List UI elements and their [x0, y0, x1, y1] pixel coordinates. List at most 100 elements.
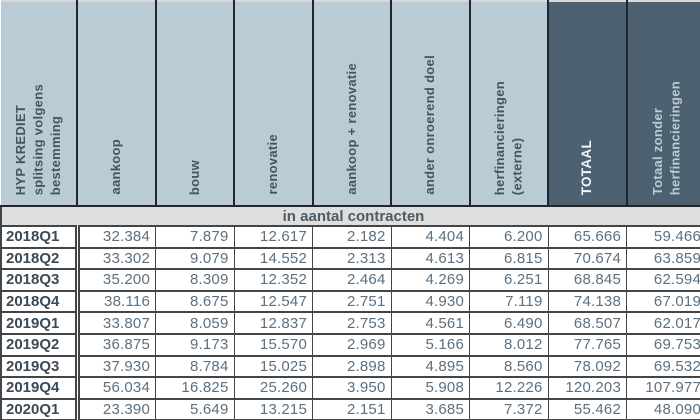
column-header-label: aankoop: [108, 139, 124, 195]
column-header-renovatie: renovatie: [233, 0, 314, 207]
header-row: HYP KREDIET splitsing volgens bestemming…: [1, 0, 700, 207]
value-cell: 16.825: [155, 376, 235, 400]
row-label: 2018Q1: [0, 225, 80, 249]
value-cell: 62.017: [626, 311, 700, 335]
value-cell: 68.845: [547, 268, 627, 292]
value-cell: 4.269: [390, 268, 470, 292]
table-row: 2019Q1 33.807 8.059 12.837 2.753 4.561 6…: [0, 311, 700, 335]
value-cell: 32.384: [76, 225, 156, 249]
value-cell: 78.092: [547, 354, 627, 379]
value-cell: 8.309: [155, 268, 235, 292]
column-header-label: bouw: [186, 159, 202, 195]
value-cell: 5.166: [390, 332, 470, 357]
column-header-label: TOTAAL: [579, 139, 595, 195]
value-cell: 23.390: [76, 397, 156, 420]
value-cell: 15.025: [233, 354, 313, 379]
column-header-totaal: TOTAAL: [547, 0, 628, 207]
row-label: 2020Q1: [0, 397, 80, 420]
row-label: 2019Q2: [0, 332, 80, 357]
value-cell: 65.666: [547, 225, 627, 249]
value-cell: 69.753: [626, 332, 700, 357]
corner-header: HYP KREDIET splitsing volgens bestemming: [1, 0, 78, 207]
column-header-aankoop: aankoop: [76, 0, 157, 207]
value-cell: 12.547: [233, 289, 313, 314]
value-cell: 63.859: [626, 246, 700, 271]
value-cell: 25.260: [233, 376, 313, 400]
table-row: 2020Q1 23.390 5.649 13.215 2.151 3.685 7…: [0, 397, 700, 420]
value-cell: 35.200: [76, 268, 156, 292]
value-cell: 12.617: [233, 225, 313, 249]
value-cell: 77.765: [547, 332, 627, 357]
value-cell: 62.594: [626, 268, 700, 292]
row-label: 2018Q2: [0, 246, 80, 271]
value-cell: 9.173: [155, 332, 235, 357]
corner-header-label: HYP KREDIET splitsing volgens bestemming: [13, 83, 64, 195]
value-cell: 2.753: [312, 311, 392, 335]
table-row: 2018Q1 32.384 7.879 12.617 2.182 4.404 6…: [0, 225, 700, 249]
value-cell: 55.462: [547, 397, 627, 420]
value-cell: 6.200: [469, 225, 549, 249]
value-cell: 9.079: [155, 246, 235, 271]
value-cell: 33.302: [76, 246, 156, 271]
value-cell: 107.977: [626, 376, 700, 400]
table-row: 2018Q3 35.200 8.309 12.352 2.464 4.269 6…: [0, 268, 700, 292]
value-cell: 2.313: [312, 246, 392, 271]
value-cell: 2.151: [312, 397, 392, 420]
value-cell: 15.570: [233, 332, 313, 357]
column-header-label: renovatie: [265, 134, 281, 195]
row-label: 2018Q3: [0, 268, 80, 292]
value-cell: 56.034: [76, 376, 156, 400]
value-cell: 5.908: [390, 376, 470, 400]
column-header-aankoop-renovatie: aankoop + renovatie: [311, 0, 392, 207]
value-cell: 2.898: [312, 354, 392, 379]
row-label: 2018Q4: [0, 289, 80, 314]
table-row: 2019Q4 56.034 16.825 25.260 3.950 5.908 …: [0, 376, 700, 400]
column-header-label: Totaal zonder herfinancieringen: [649, 80, 683, 195]
value-cell: 4.930: [390, 289, 470, 314]
value-cell: 38.116: [76, 289, 156, 314]
table-row: 2019Q2 36.875 9.173 15.570 2.969 5.166 8…: [0, 332, 700, 357]
column-header-label: herfinancieringen (externe): [492, 80, 525, 195]
value-cell: 33.807: [76, 311, 156, 335]
table-row: 2018Q2 33.302 9.079 14.552 2.313 4.613 6…: [0, 246, 700, 271]
row-label: 2019Q4: [0, 376, 80, 400]
value-cell: 2.182: [312, 225, 392, 249]
units-band-row: in aantal contracten: [0, 205, 700, 227]
value-cell: 12.837: [233, 311, 313, 335]
value-cell: 7.372: [469, 397, 549, 420]
value-cell: 69.532: [626, 354, 700, 379]
value-cell: 2.751: [312, 289, 392, 314]
value-cell: 4.895: [390, 354, 470, 379]
value-cell: 6.490: [469, 311, 549, 335]
value-cell: 4.561: [390, 311, 470, 335]
value-cell: 36.875: [76, 332, 156, 357]
value-cell: 120.203: [547, 376, 627, 400]
table-row: 2018Q4 38.116 8.675 12.547 2.751 4.930 7…: [0, 289, 700, 314]
value-cell: 2.969: [312, 332, 392, 357]
column-header-ander-onroerend-doel: ander onroerend doel: [390, 0, 471, 207]
value-cell: 5.649: [155, 397, 235, 420]
value-cell: 8.560: [469, 354, 549, 379]
value-cell: 37.930: [76, 354, 156, 379]
value-cell: 59.466: [626, 225, 700, 249]
value-cell: 8.784: [155, 354, 235, 379]
value-cell: 7.879: [155, 225, 235, 249]
column-header-totaal-zonder-herfinancieringen: Totaal zonder herfinancieringen: [625, 0, 700, 207]
value-cell: 8.675: [155, 289, 235, 314]
value-cell: 6.815: [469, 246, 549, 271]
value-cell: 13.215: [233, 397, 313, 420]
value-cell: 8.059: [155, 311, 235, 335]
value-cell: 70.674: [547, 246, 627, 271]
value-cell: 68.507: [547, 311, 627, 335]
column-header-label: aankoop + renovatie: [343, 63, 359, 195]
value-cell: 3.685: [390, 397, 470, 420]
row-label: 2019Q3: [0, 354, 80, 379]
value-cell: 67.019: [626, 289, 700, 314]
value-cell: 12.352: [233, 268, 313, 292]
value-cell: 7.119: [469, 289, 549, 314]
value-cell: 14.552: [233, 246, 313, 271]
value-cell: 48.090: [626, 397, 700, 420]
value-cell: 8.012: [469, 332, 549, 357]
